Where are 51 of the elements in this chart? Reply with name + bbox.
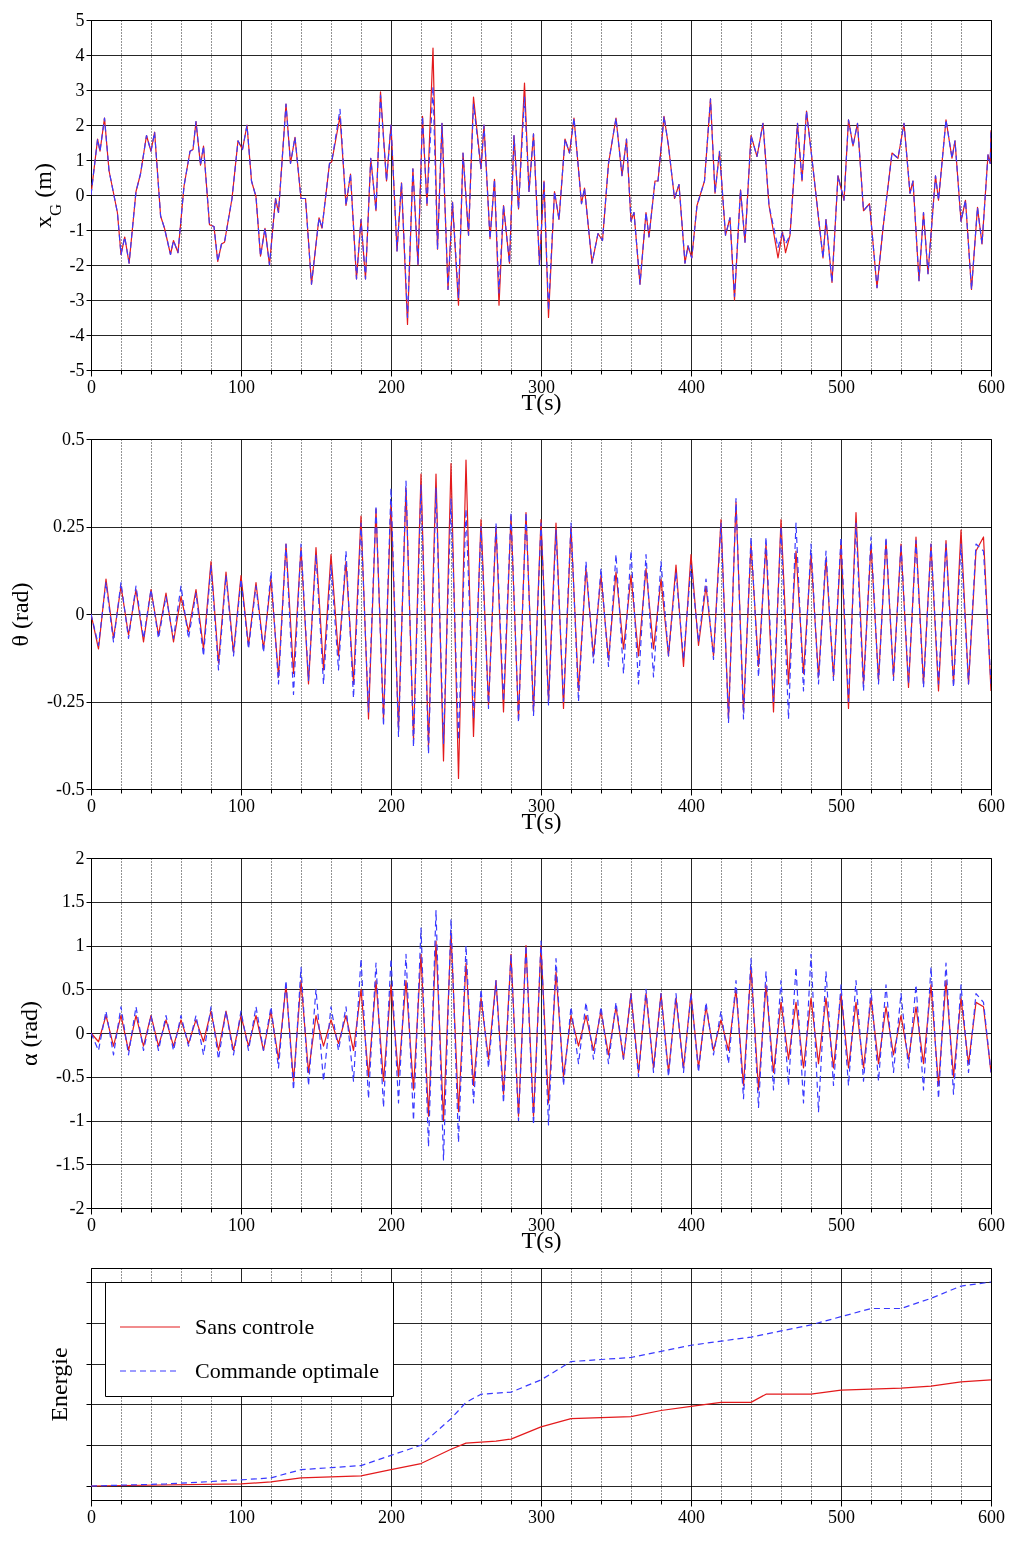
x-tick-label: 400 <box>678 795 705 816</box>
y-tick-label: -1 <box>69 219 85 240</box>
y-tick-label: 1.5 <box>62 891 85 912</box>
x-tick-label: 500 <box>828 376 855 397</box>
y-tick-label: -3 <box>69 289 85 310</box>
y-tick-label: -2 <box>69 1197 85 1218</box>
y-tick-label: 4 <box>75 44 85 65</box>
y-tick-label: 3 <box>75 79 85 100</box>
x-tick-label: 200 <box>378 376 405 397</box>
y-tick-label: 2 <box>75 847 85 868</box>
y-tick-label: 5 <box>75 9 85 30</box>
x-tick-label: 200 <box>378 795 405 816</box>
y-tick-label: 0.25 <box>53 516 85 536</box>
y-tick-label: 0 <box>75 184 85 205</box>
y-tick-label: -2 <box>69 254 85 275</box>
y-tick-label: -1 <box>69 1110 85 1130</box>
x-tick-label: 300 <box>528 1506 555 1527</box>
x-tick-label: 400 <box>678 1214 705 1235</box>
x-tick-label: 400 <box>678 376 705 397</box>
y-tick-label: -0.25 <box>47 691 85 711</box>
x-tick-label: 100 <box>228 1506 255 1527</box>
y-axis-title: Energie <box>46 1347 72 1422</box>
y-tick-label: -0.5 <box>56 1066 85 1087</box>
x-tick-label: 200 <box>378 1506 405 1527</box>
y-tick-label: 1 <box>75 935 85 955</box>
legend-label: Sans controle <box>195 1314 315 1339</box>
x-tick-label: 500 <box>828 1506 855 1527</box>
x-tick-label: 500 <box>828 795 855 816</box>
x-tick-label: 500 <box>828 1214 855 1235</box>
y-tick-label: 0 <box>75 1022 85 1043</box>
y-tick-label: 2 <box>75 114 85 135</box>
x-tick-label: 100 <box>228 376 255 397</box>
y-tick-label: -5 <box>69 359 85 380</box>
y-tick-label: -1.5 <box>56 1153 85 1174</box>
x-tick-label: 600 <box>978 795 1005 816</box>
x-tick-label: 600 <box>978 1506 1005 1527</box>
y-axis-title: α (rad) <box>16 1000 43 1067</box>
x-tick-label: 100 <box>228 1214 255 1235</box>
x-tick-label: 200 <box>378 1214 405 1235</box>
y-tick-label: 0.5 <box>62 428 85 449</box>
y-tick-label: -0.5 <box>56 778 85 799</box>
x-tick-label: 600 <box>978 376 1005 397</box>
y-tick-label: 0 <box>75 603 85 624</box>
x-tick-label: 400 <box>678 1506 705 1527</box>
x-tick-label: 100 <box>228 795 255 816</box>
y-tick-label: 0.5 <box>62 978 85 999</box>
legend-label: Commande optimale <box>195 1358 379 1383</box>
y-axis-title: θ (rad) <box>7 582 34 647</box>
y-tick-label: 1 <box>75 149 85 170</box>
x-tick-label: 600 <box>978 1214 1005 1235</box>
y-tick-label: -4 <box>69 324 85 345</box>
